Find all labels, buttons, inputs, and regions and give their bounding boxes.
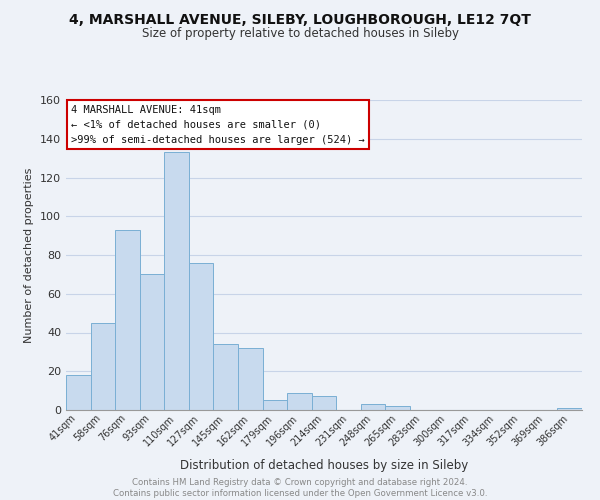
Bar [91, 323, 115, 410]
Bar [189, 263, 214, 410]
Bar [238, 348, 263, 410]
Text: Size of property relative to detached houses in Sileby: Size of property relative to detached ho… [142, 28, 458, 40]
Bar [263, 400, 287, 410]
Text: 4, MARSHALL AVENUE, SILEBY, LOUGHBOROUGH, LE12 7QT: 4, MARSHALL AVENUE, SILEBY, LOUGHBOROUGH… [69, 12, 531, 26]
X-axis label: Distribution of detached houses by size in Sileby: Distribution of detached houses by size … [180, 459, 468, 472]
Text: 4 MARSHALL AVENUE: 41sqm
← <1% of detached houses are smaller (0)
>99% of semi-d: 4 MARSHALL AVENUE: 41sqm ← <1% of detach… [71, 104, 365, 145]
Bar [385, 406, 410, 410]
Y-axis label: Number of detached properties: Number of detached properties [25, 168, 34, 342]
Bar [557, 408, 582, 410]
Bar [287, 392, 312, 410]
Bar [140, 274, 164, 410]
Bar [164, 152, 189, 410]
Text: Contains HM Land Registry data © Crown copyright and database right 2024.
Contai: Contains HM Land Registry data © Crown c… [113, 478, 487, 498]
Bar [312, 396, 336, 410]
Bar [361, 404, 385, 410]
Bar [115, 230, 140, 410]
Bar [66, 375, 91, 410]
Bar [214, 344, 238, 410]
